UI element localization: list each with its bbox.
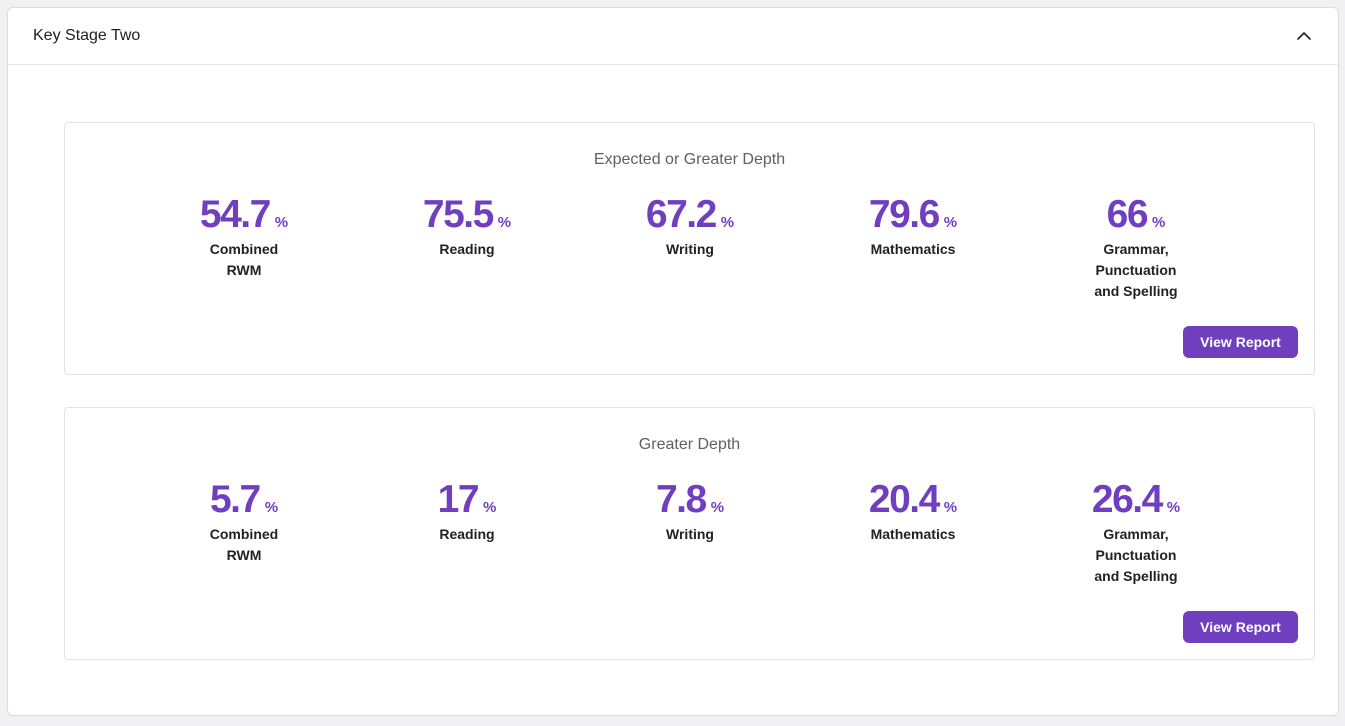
stat-unit: % xyxy=(274,214,289,231)
stat-writing: 7.8 % Writing xyxy=(600,478,780,545)
stat-combined-rwm: 5.7 % Combined RWM xyxy=(154,478,334,566)
stat-unit: % xyxy=(497,214,512,231)
stat-value: 5.7 xyxy=(209,478,261,521)
stat-unit: % xyxy=(1152,214,1166,231)
stat-combined-rwm: 54.7 % Combined RWM xyxy=(154,193,334,281)
stat-grammar-punctuation-spelling: 26.4 % Grammar, Punctuation and Spelling xyxy=(1046,478,1226,587)
key-stage-two-panel: Key Stage Two Expected or Greater Depth … xyxy=(7,7,1339,716)
stat-label: Combined RWM xyxy=(209,241,279,278)
stat-value: 26.4 xyxy=(1091,478,1163,521)
view-report-button[interactable]: View Report xyxy=(1183,326,1298,358)
stat-value: 7.8 xyxy=(655,478,707,521)
stat-unit: % xyxy=(720,214,735,231)
stat-label: Mathematics xyxy=(870,241,956,257)
stat-label: Reading xyxy=(439,241,495,257)
stat-value: 79.6 xyxy=(868,193,940,236)
stat-label: Combined RWM xyxy=(209,526,279,563)
stat-writing: 67.2 % Writing xyxy=(600,193,780,260)
stat-unit: % xyxy=(710,499,725,516)
greater-depth-card: Greater Depth 5.7 % Combined RWM 17 % Re… xyxy=(64,407,1315,660)
stat-label: Mathematics xyxy=(870,526,956,542)
stat-value: 75.5 xyxy=(422,193,494,236)
stat-unit: % xyxy=(483,499,497,516)
view-report-button[interactable]: View Report xyxy=(1183,611,1298,643)
panel-title: Key Stage Two xyxy=(33,27,141,44)
stat-label: Writing xyxy=(666,526,714,542)
stat-label: Grammar, Punctuation and Spelling xyxy=(1094,526,1178,584)
stat-label: Grammar, Punctuation and Spelling xyxy=(1094,241,1178,299)
stat-value: 20.4 xyxy=(868,478,940,521)
stat-unit: % xyxy=(943,499,958,516)
panel-header[interactable]: Key Stage Two xyxy=(8,8,1338,65)
stat-reading: 75.5 % Reading xyxy=(377,193,557,260)
expected-or-greater-depth-card: Expected or Greater Depth 54.7 % Combine… xyxy=(64,122,1315,375)
stat-unit: % xyxy=(264,499,279,516)
stat-grammar-punctuation-spelling: 66 % Grammar, Punctuation and Spelling xyxy=(1046,193,1226,302)
stat-value: 17 xyxy=(437,478,480,521)
stat-unit: % xyxy=(943,214,958,231)
card-title: Greater Depth xyxy=(638,436,741,453)
stat-mathematics: 20.4 % Mathematics xyxy=(823,478,1003,545)
stat-reading: 17 % Reading xyxy=(377,478,557,545)
card-title: Expected or Greater Depth xyxy=(593,151,786,168)
stat-label: Reading xyxy=(439,526,495,542)
stat-mathematics: 79.6 % Mathematics xyxy=(823,193,1003,260)
chevron-up-icon[interactable] xyxy=(1294,26,1314,46)
stat-value: 54.7 xyxy=(199,193,271,236)
stat-value: 67.2 xyxy=(645,193,717,236)
stat-label: Writing xyxy=(666,241,714,257)
stat-unit: % xyxy=(1166,499,1181,516)
stat-value: 66 xyxy=(1106,193,1149,236)
